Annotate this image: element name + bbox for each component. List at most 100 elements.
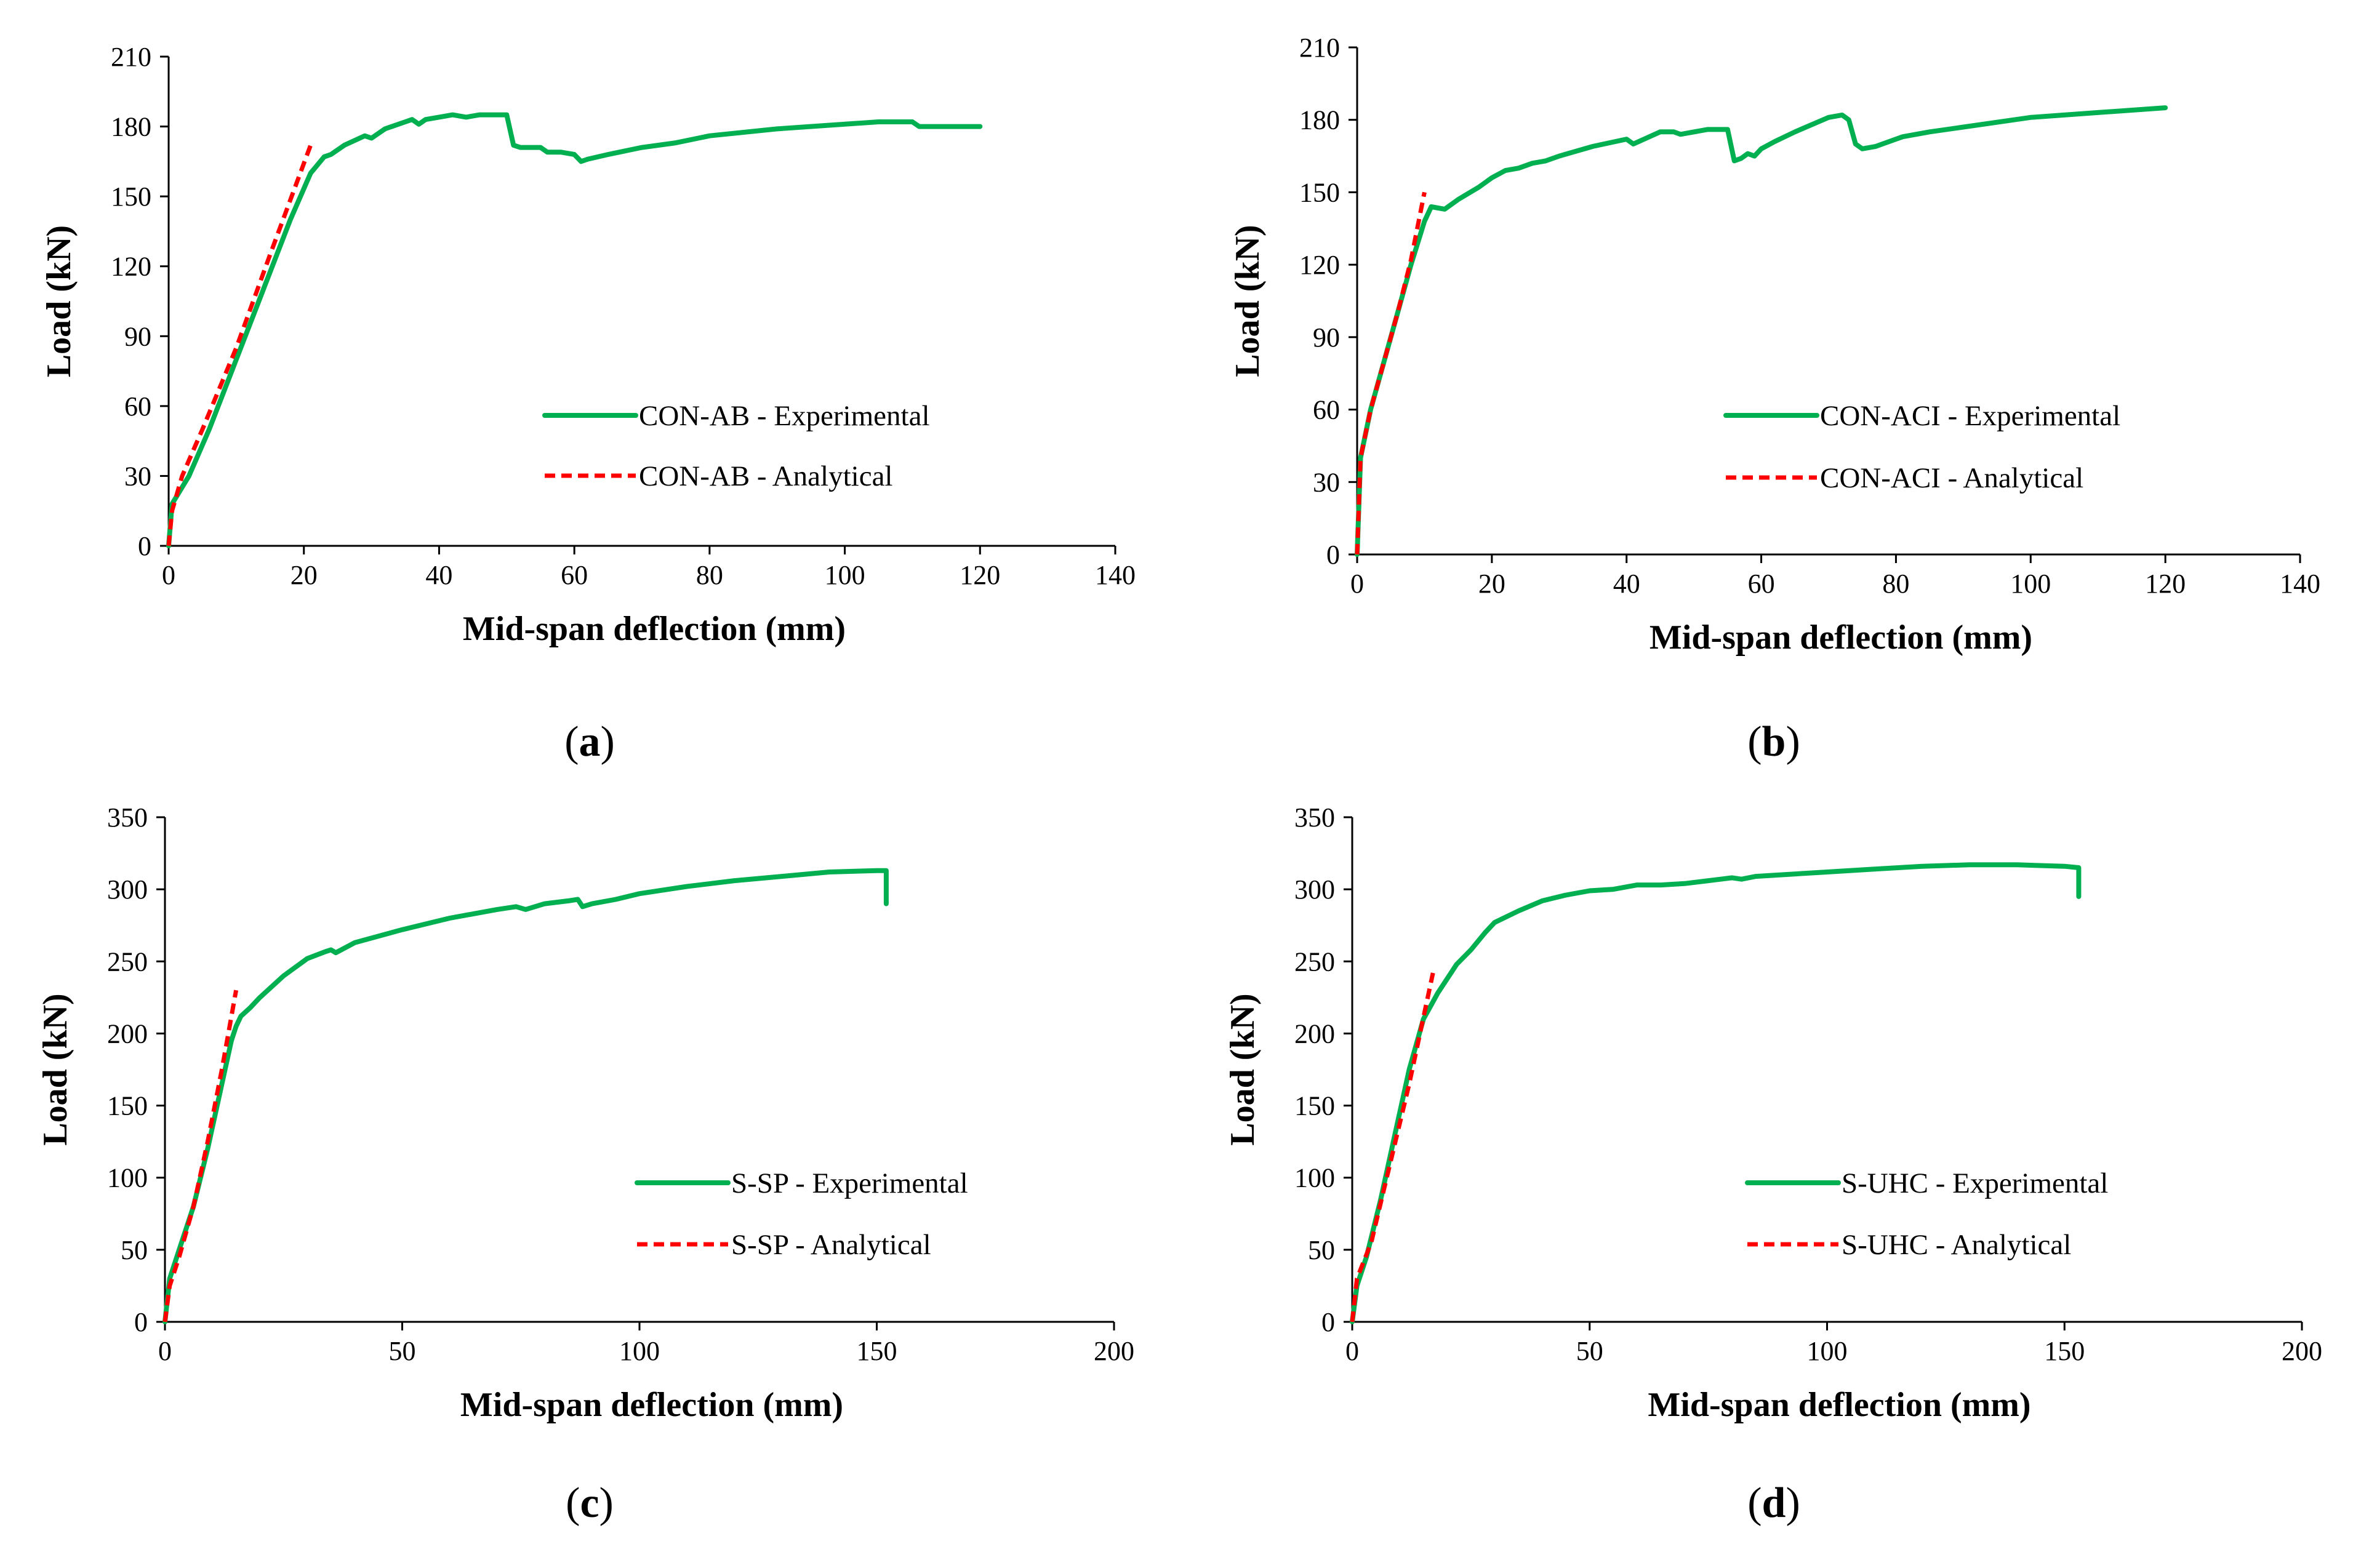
y-tick-label: 150 (1294, 1091, 1335, 1121)
x-tick-label: 200 (2282, 1336, 2322, 1366)
x-tick-label: 100 (2010, 569, 2051, 599)
x-tick-label: 150 (2044, 1336, 2085, 1366)
y-tick-label: 0 (138, 531, 151, 561)
x-axis-label: Mid-span deflection (mm) (1648, 1386, 2030, 1424)
x-axis-label: Mid-span deflection (mm) (463, 610, 846, 648)
experimental-series-line (1355, 105, 2168, 557)
x-tick-label: 40 (425, 560, 452, 590)
experimental-series-line (166, 112, 983, 548)
y-tick-label: 60 (124, 391, 151, 422)
y-tick-label: 350 (107, 802, 148, 833)
panel-caption: (c) (566, 1479, 614, 1527)
x-tick-label: 100 (825, 560, 865, 590)
y-axis-label: Load (kN) (1224, 993, 1262, 1145)
y-tick-label: 50 (1308, 1235, 1335, 1265)
y-tick-label: 210 (1299, 33, 1340, 63)
y-tick-label: 120 (1299, 250, 1340, 280)
legend-label: CON-ACI - Analytical (1820, 462, 2083, 494)
chart-panel-d: 0 50 100 150 200 250 300 350 0 50 100 150 200 Mid-spa… (1224, 802, 2322, 1527)
x-tick-label: 50 (389, 1336, 416, 1366)
legend-label: CON-AB - Experimental (639, 400, 930, 432)
y-tick-label: 30 (1313, 467, 1340, 497)
experimental-series-line (1350, 862, 2082, 1324)
y-tick-label: 0 (1326, 540, 1340, 570)
x-tick-label: 0 (1350, 569, 1364, 599)
x-tick-label: 100 (1807, 1336, 1848, 1366)
y-tick-label: 90 (1313, 322, 1340, 353)
legend-label: S-SP - Analytical (731, 1229, 931, 1261)
x-tick-label: 60 (1748, 569, 1775, 599)
analytical-series-line (1355, 191, 1427, 555)
y-tick-label: 200 (1294, 1018, 1335, 1049)
panel-caption-letter: d (1762, 1479, 1786, 1527)
y-tick-label: 150 (107, 1091, 148, 1121)
analytical-series-line (166, 144, 313, 546)
y-tick-label: 0 (134, 1307, 148, 1337)
panel-caption-letter: a (579, 718, 601, 766)
x-axis-label: Mid-span deflection (mm) (1649, 618, 2032, 657)
x-tick-label: 50 (1576, 1336, 1603, 1366)
y-tick-label: 60 (1313, 395, 1340, 425)
legend-label: S-SP - Experimental (731, 1167, 968, 1199)
legend-label: CON-ACI - Experimental (1820, 400, 2120, 432)
x-tick-label: 0 (162, 560, 175, 590)
panel-caption-letter: b (1762, 718, 1786, 766)
x-tick-label: 0 (1345, 1336, 1359, 1366)
y-tick-label: 300 (107, 874, 148, 905)
chart-panel-b: 0 30 60 90 120 150 180 210 0 20 40 60 80 100 120 140 Mid… (1229, 33, 2320, 766)
panels: 0 30 60 90 120 150 180 210 0 20 40 60 80 100 120 140 Mid… (36, 33, 2322, 1527)
y-axis-label: Load (kN) (40, 225, 78, 377)
x-tick-label: 200 (1094, 1336, 1134, 1366)
x-tick-label: 40 (1613, 569, 1640, 599)
y-tick-label: 210 (111, 42, 151, 72)
panel-caption: (b) (1747, 718, 1800, 766)
y-tick-label: 300 (1294, 874, 1335, 905)
y-tick-label: 350 (1294, 802, 1335, 833)
chart-panel-a: 0 30 60 90 120 150 180 210 0 20 40 60 80 100 120 140 Mid… (40, 42, 1136, 766)
y-tick-label: 150 (1299, 177, 1340, 207)
y-tick-label: 120 (111, 252, 151, 282)
y-tick-label: 250 (1294, 946, 1335, 977)
analytical-series-line (1350, 972, 1435, 1322)
legend: CON-ACI - Experimental CON-ACI - Analytic… (1723, 400, 2120, 494)
panel-caption: (a) (564, 718, 615, 766)
x-tick-label: 80 (1882, 569, 1909, 599)
y-tick-label: 180 (1299, 105, 1340, 135)
chart-panel-c: 0 50 100 150 200 250 300 350 0 50 100 150 200 Mid-spa… (36, 802, 1134, 1527)
legend: S-SP - Experimental S-SP - Analytical (635, 1167, 968, 1261)
x-tick-label: 120 (2145, 569, 2186, 599)
y-tick-label: 30 (124, 461, 151, 491)
legend: CON-AB - Experimental CON-AB - Analytical (542, 400, 930, 492)
x-tick-label: 60 (561, 560, 588, 590)
y-tick-label: 180 (111, 112, 151, 142)
legend-label: CON-AB - Analytical (639, 460, 893, 492)
y-tick-label: 250 (107, 946, 148, 977)
x-tick-label: 140 (2280, 569, 2320, 599)
panel-caption: (d) (1747, 1479, 1800, 1527)
y-tick-label: 100 (1294, 1163, 1335, 1193)
legend-label: S-UHC - Analytical (1842, 1229, 2071, 1261)
x-axis-label: Mid-span deflection (mm) (460, 1386, 843, 1424)
y-tick-label: 100 (107, 1163, 148, 1193)
y-tick-label: 150 (111, 182, 151, 212)
x-tick-label: 150 (857, 1336, 897, 1366)
x-tick-label: 20 (291, 560, 318, 590)
legend: S-UHC - Experimental S-UHC - Analytical (1745, 1167, 2108, 1261)
x-tick-label: 120 (960, 560, 1000, 590)
panel-caption-letter: c (580, 1479, 599, 1527)
y-tick-label: 200 (107, 1018, 148, 1049)
x-tick-label: 100 (619, 1336, 660, 1366)
y-tick-label: 90 (124, 321, 151, 351)
x-tick-label: 80 (696, 560, 723, 590)
x-tick-label: 140 (1095, 560, 1136, 590)
y-tick-label: 50 (121, 1235, 148, 1265)
x-tick-label: 20 (1478, 569, 1505, 599)
y-axis-label: Load (kN) (36, 993, 74, 1145)
analytical-series-line (162, 990, 239, 1322)
experimental-series-line (162, 868, 889, 1324)
y-axis-label: Load (kN) (1229, 225, 1267, 377)
x-tick-label: 0 (158, 1336, 172, 1366)
legend-label: S-UHC - Experimental (1842, 1167, 2108, 1199)
y-tick-label: 0 (1321, 1307, 1335, 1337)
